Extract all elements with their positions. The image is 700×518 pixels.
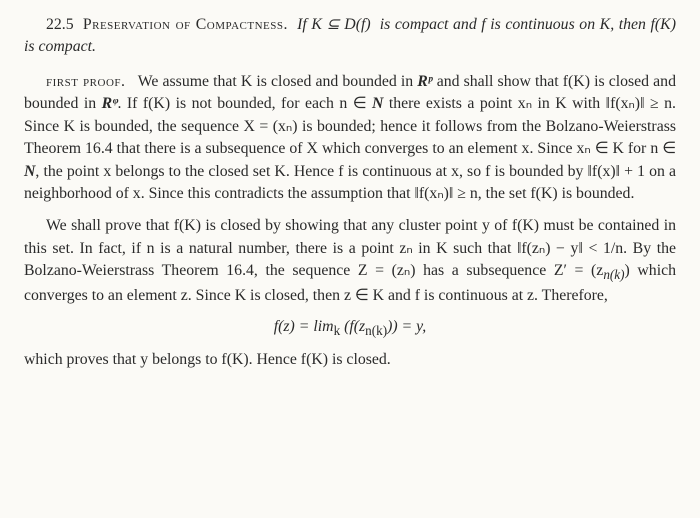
theorem-statement: 22.5 Preservation of Compactness. If K ⊆… [24, 14, 676, 59]
theorem-number: 22.5 [46, 16, 74, 33]
p1-s3: . If f(K) is not bounded, for each n ∈ [117, 95, 371, 112]
p2-sub1: n(k) [603, 267, 624, 282]
eq-rhs: )) = y, [387, 318, 426, 335]
proof-para-2: We shall prove that f(K) is closed by sh… [24, 215, 676, 307]
proof-para-1: first proof. We assume that K is closed … [24, 71, 676, 206]
p1-s1: We assume that K is closed and bounded i… [138, 73, 418, 90]
p1-Rq: Rᵠ [102, 95, 118, 112]
p2-s1: We shall prove that f(K) is closed by sh… [24, 217, 676, 279]
theorem-if: If [297, 16, 307, 33]
proof-para-3: which proves that y belongs to f(K). Hen… [24, 349, 676, 371]
p3-s1: which proves that y belongs to f(K). Hen… [24, 351, 391, 368]
p1-Rp: Rᵖ [417, 73, 432, 90]
eq-lhs: f(z) = lim [274, 318, 334, 335]
page: 22.5 Preservation of Compactness. If K ⊆… [0, 0, 700, 391]
proof-label: first proof. [46, 73, 125, 90]
p1-N: N [372, 95, 383, 112]
p1-s5: , the point x belongs to the closed set … [24, 163, 676, 202]
eq-sub2: n(k) [365, 323, 387, 338]
eq-mid: (f(z [340, 318, 365, 335]
theorem-cond: K ⊆ D(f) [311, 16, 370, 33]
display-equation: f(z) = limk (f(zn(k))) = y, [24, 318, 676, 339]
theorem-title: Preservation of Compactness. [83, 16, 288, 33]
p1-N2: N [24, 163, 35, 180]
